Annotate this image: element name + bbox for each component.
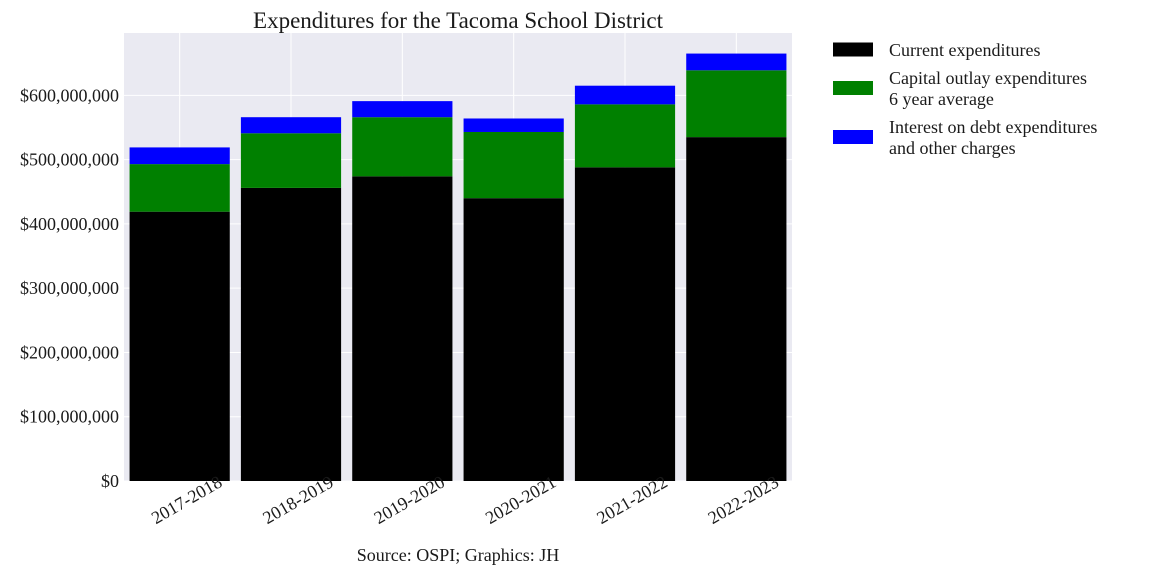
y-tick-label: $300,000,000 (20, 278, 119, 298)
bar-segment (686, 53, 787, 71)
legend-label: Capital outlay expenditures (889, 68, 1087, 88)
bar-segment (240, 117, 342, 134)
bar-segment (686, 137, 787, 481)
y-tick-label: $0 (101, 471, 119, 491)
bar-segment (352, 101, 453, 118)
bars (129, 53, 787, 482)
bar-segment (574, 85, 676, 105)
chart-title: Expenditures for the Tacoma School Distr… (253, 8, 664, 33)
legend-label: Current expenditures (889, 40, 1040, 60)
bar-segment (463, 131, 564, 199)
y-tick-label: $400,000,000 (20, 214, 119, 234)
bar-segment (240, 133, 342, 188)
legend: Current expenditures Capital outlay expen… (833, 40, 1097, 158)
bar-segment (574, 104, 676, 168)
bar-segment (686, 70, 787, 138)
bar-segment (240, 187, 342, 481)
y-tick-label: $200,000,000 (20, 342, 119, 362)
bar-segment (129, 164, 230, 212)
plot-area (124, 33, 792, 481)
bar-segment (463, 118, 564, 132)
source-note: Source: OSPI; Graphics: JH (357, 545, 559, 565)
y-axis-ticks: $0 $100,000,000 $200,000,000 $300,000,000 $4… (20, 85, 119, 491)
legend-swatch (833, 81, 873, 95)
bar-segment (574, 167, 676, 481)
bar-segment (352, 176, 453, 481)
legend-label: Interest on debt expenditures (889, 117, 1097, 137)
bar-segment (129, 211, 230, 481)
y-tick-label: $100,000,000 (20, 407, 119, 427)
legend-swatch (833, 42, 873, 57)
y-tick-label: $500,000,000 (20, 150, 119, 170)
y-tick-label: $600,000,000 (20, 85, 119, 105)
legend-label: 6 year average (889, 89, 994, 109)
bar-segment (129, 147, 230, 165)
legend-swatch (833, 130, 873, 144)
bar-segment (463, 198, 564, 482)
legend-label: and other charges (889, 138, 1016, 158)
bar-segment (352, 117, 453, 177)
